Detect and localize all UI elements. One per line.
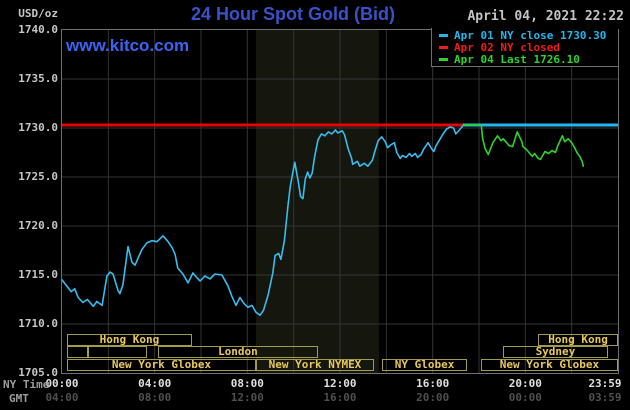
ny-time-tick-label: 08:00 <box>230 377 264 390</box>
legend-label: Apr 02 NY closed <box>454 40 560 54</box>
kitco-website-link[interactable]: www.kitco.com <box>66 36 190 55</box>
apr01-price-line <box>62 123 465 317</box>
nymex-session-band <box>255 30 379 373</box>
plot-area: Hong Kong Hong Kong London Sydney New York G… <box>61 29 619 374</box>
chart-title: 24 Hour Spot Gold (Bid) <box>191 4 395 24</box>
session-bar-london: London <box>157 346 318 358</box>
y-tick-label: 1705.0 <box>18 366 58 379</box>
session-bar-ny-globex: NY Globex <box>382 358 467 371</box>
legend: Apr 01 NY close 1730.30 Apr 02 NY closed A… <box>431 28 618 67</box>
session-bar-new-york-nymex: New York NYMEX <box>255 358 375 371</box>
session-bar-new-york-globex: New York Globex <box>67 358 256 371</box>
session-bar-hong-kong: Hong Kong <box>538 333 618 346</box>
legend-label: Apr 01 NY close 1730.30 <box>454 28 607 42</box>
price-chart <box>62 30 618 373</box>
y-axis-unit-label: USD/oz <box>18 7 58 20</box>
ny-time-tick-label: 00:00 <box>45 377 79 390</box>
y-tick-label: 1720.0 <box>18 219 58 232</box>
y-tick-label: 1710.0 <box>18 317 58 330</box>
legend-swatch <box>439 33 448 37</box>
legend-row: Apr 04 Last 1726.10 <box>432 52 618 66</box>
datetime-label: April 04, 2021 22:22 <box>467 9 624 24</box>
gmt-tick-label: 04:00 <box>45 391 79 404</box>
legend-swatch <box>439 57 448 61</box>
legend-row: Apr 02 NY closed <box>432 40 618 54</box>
ny-time-tick-label: 04:00 <box>138 377 172 390</box>
gmt-tick-label: 12:00 <box>230 391 264 404</box>
gmt-tick-label: 00:00 <box>508 391 542 404</box>
gmt-row-label: GMT <box>9 392 29 405</box>
ny-time-row-label: NY Time <box>3 378 50 391</box>
session-bar <box>67 346 88 358</box>
y-tick-label: 1725.0 <box>18 170 58 183</box>
ny-time-tick-label: 20:00 <box>508 377 542 390</box>
gmt-tick-label: 20:00 <box>416 391 450 404</box>
y-tick-label: 1740.0 <box>18 23 58 36</box>
legend-swatch <box>439 45 448 49</box>
legend-label: Apr 04 Last 1726.10 <box>454 52 580 66</box>
gmt-tick-label: 16:00 <box>323 391 357 404</box>
y-tick-label: 1735.0 <box>18 72 58 85</box>
gmt-tick-label: 08:00 <box>138 391 172 404</box>
session-bar-sydney: Sydney <box>502 346 609 358</box>
ny-time-tick-label: 12:00 <box>323 377 357 390</box>
apr04-price-line <box>463 124 585 167</box>
session-bar <box>87 346 147 358</box>
session-bar-hong-kong: Hong Kong <box>67 333 192 346</box>
ny-time-tick-label: 23:59 <box>588 377 622 390</box>
ny-time-tick-label: 16:00 <box>416 377 450 390</box>
y-tick-label: 1730.0 <box>18 121 58 134</box>
y-tick-label: 1715.0 <box>18 268 58 281</box>
session-bar-new-york-globex: New York Globex <box>480 358 618 371</box>
legend-row: Apr 01 NY close 1730.30 <box>432 28 618 42</box>
gmt-tick-label: 03:59 <box>588 391 622 404</box>
